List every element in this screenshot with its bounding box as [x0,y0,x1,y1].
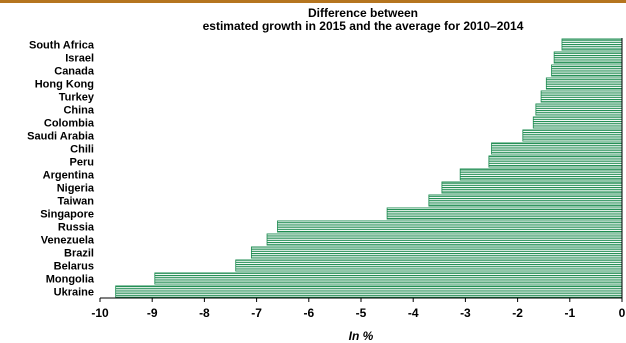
category-label: Colombia [44,118,95,130]
bar-nigeria [441,181,623,194]
bar-chili [491,142,623,155]
bar-mongolia [154,272,623,285]
category-label: Taiwan [58,196,95,208]
bar-turkey [540,90,623,103]
category-label: Peru [70,157,94,169]
bar-argentina [459,168,623,181]
bar-south-africa [561,38,623,51]
x-tick-label: 0 [619,306,626,320]
x-tick-label: -8 [199,306,210,320]
bar-hong-kong [545,77,623,90]
x-tick-label: -7 [251,306,262,320]
bar-colombia [532,116,623,129]
bar-russia [277,220,623,233]
category-label: Chili [70,144,94,156]
bar-venezuela [266,233,623,246]
category-label: Singapore [40,209,94,221]
chart-title-line-1: Difference between [307,6,419,20]
x-tick-label: -9 [147,306,158,320]
category-label: Russia [58,222,95,234]
category-label: Saudi Arabia [27,131,95,143]
x-tick-label: -2 [512,306,523,320]
category-label: Mongolia [46,274,95,286]
bar-ukraine [115,285,623,298]
bar-singapore [386,207,623,220]
chart-title-line-2: estimated growth in 2015 and the average… [202,19,524,33]
x-tick-label: -6 [303,306,314,320]
category-label: Argentina [43,170,95,182]
x-tick-label: -1 [564,306,575,320]
x-tick-label: -5 [356,306,367,320]
category-label: Hong Kong [35,79,94,91]
category-label: Belarus [54,261,94,273]
bar-saudi-arabia [522,129,623,142]
bar-china [535,103,623,116]
bar-belarus [235,259,623,272]
top-rule [0,0,626,3]
category-label: Venezuela [41,235,95,247]
bar-peru [488,155,623,168]
bar-brazil [250,246,623,259]
bar-canada [551,64,623,77]
category-label: China [63,105,94,117]
bar-taiwan [428,194,623,207]
x-axis-title: In % [349,329,374,343]
category-label: Israel [65,53,94,65]
category-label: Canada [54,66,95,78]
category-label: Turkey [59,92,95,104]
category-label: Ukraine [54,287,94,299]
category-label: Brazil [64,248,94,260]
category-label: Nigeria [57,183,95,195]
category-label: South Africa [29,40,95,52]
x-tick-label: -10 [91,306,109,320]
x-tick-label: -3 [460,306,471,320]
bar-israel [553,51,623,64]
x-tick-label: -4 [408,306,419,320]
